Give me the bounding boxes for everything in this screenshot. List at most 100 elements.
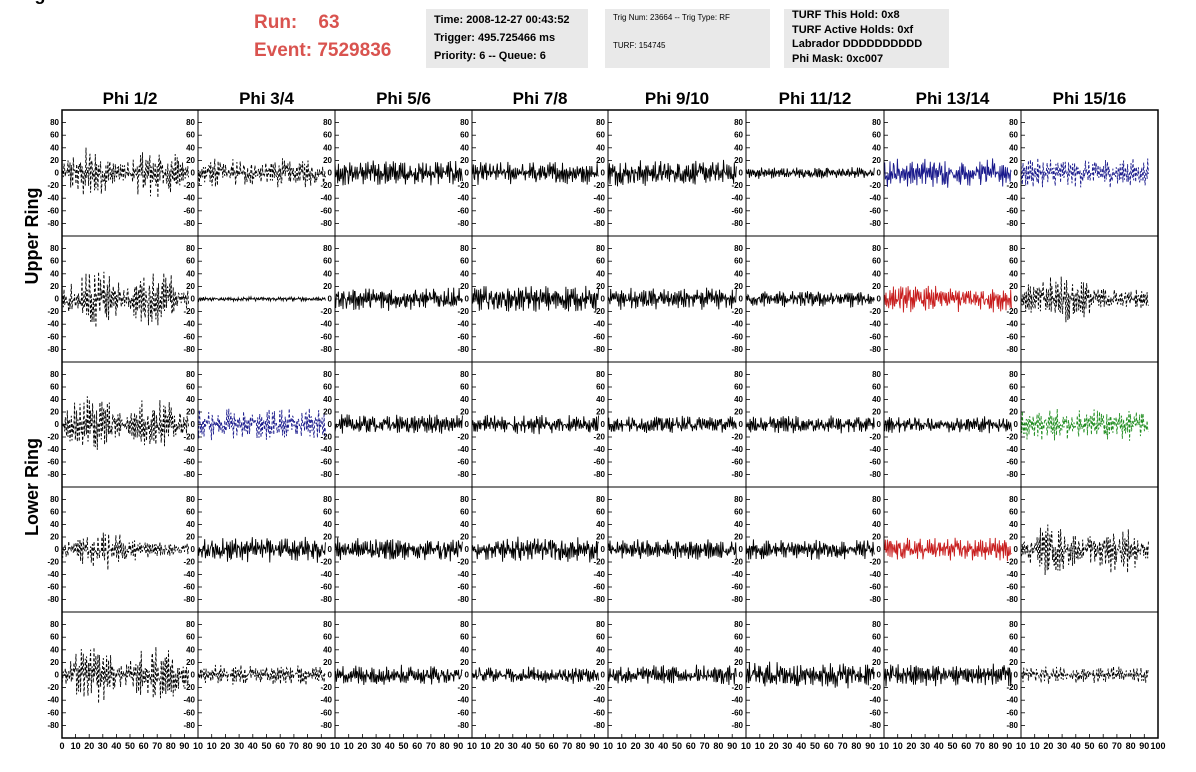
waveform-trace	[61, 396, 189, 450]
y-tick-label: -40	[183, 320, 195, 329]
waveform-trace	[334, 414, 463, 434]
y-tick-label: -60	[1006, 206, 1018, 215]
y-tick-label: 20	[596, 533, 605, 542]
y-tick-label: -20	[183, 683, 195, 692]
x-tick-label: 70	[426, 741, 436, 751]
plot-border	[61, 109, 1159, 739]
x-tick-label: 80	[1126, 741, 1136, 751]
y-tick-label: 20	[460, 282, 469, 291]
x-tick-label: 90	[179, 741, 189, 751]
x-tick-label: 60	[139, 741, 149, 751]
y-tick-label: 40	[460, 269, 469, 278]
time-text: Time: 2008-12-27 00:43:52	[434, 14, 570, 26]
y-tick-label: 80	[1009, 370, 1018, 379]
ring-label: Nadir Ring	[0, 0, 46, 4]
y-tick-label: 0	[55, 545, 60, 554]
run-label-text: Run:	[254, 12, 298, 33]
ring-label: Lower Ring	[22, 438, 42, 536]
x-tick-label: 10	[755, 741, 765, 751]
y-tick-label: -60	[731, 583, 743, 592]
y-tick-label: 20	[1009, 282, 1018, 291]
x-tick-label: 60	[275, 741, 285, 751]
y-tick-label: -20	[731, 181, 743, 190]
y-tick-label: 60	[1009, 131, 1018, 140]
y-tick-label: -40	[593, 445, 605, 454]
y-tick-label: 80	[872, 620, 881, 629]
y-tick-label: 20	[50, 658, 59, 667]
y-tick-label: -60	[320, 206, 332, 215]
waveform-trace	[883, 537, 1012, 562]
x-tick-label: 50	[261, 741, 271, 751]
y-tick-label: 80	[50, 244, 59, 253]
x-tick-label: 10	[741, 741, 751, 751]
y-tick-label: 80	[872, 495, 881, 504]
y-tick-label: 0	[55, 671, 60, 680]
waveform-trace	[1020, 157, 1149, 188]
x-tick-label: 10	[467, 741, 477, 751]
waveform-trace	[1020, 408, 1149, 441]
x-tick-label: 60	[686, 741, 696, 751]
waveform-trace	[471, 285, 599, 312]
y-tick-label: 40	[323, 143, 332, 152]
waveform-trace	[61, 147, 189, 198]
y-tick-label: -60	[869, 583, 881, 592]
y-tick-label: -80	[869, 219, 881, 228]
y-tick-label: 60	[323, 508, 332, 517]
x-tick-label: 20	[220, 741, 230, 751]
y-tick-label: 0	[877, 545, 882, 554]
y-tick-label: 40	[734, 645, 743, 654]
y-tick-label: 40	[186, 395, 195, 404]
y-tick-label: 20	[734, 408, 743, 417]
y-tick-label: -20	[869, 433, 881, 442]
y-tick-label: -40	[869, 570, 881, 579]
y-tick-label: -20	[593, 181, 605, 190]
x-tick-label: 10	[193, 741, 203, 751]
y-tick-label: -20	[593, 683, 605, 692]
y-tick-label: 80	[734, 620, 743, 629]
y-tick-label: -20	[320, 181, 332, 190]
y-tick-label: -40	[1006, 445, 1018, 454]
y-tick-label: -40	[183, 194, 195, 203]
y-tick-label: 60	[323, 257, 332, 266]
y-tick-label: 60	[872, 633, 881, 642]
y-tick-label: 80	[1009, 244, 1018, 253]
y-tick-label: 80	[596, 118, 605, 127]
x-tick-label: 50	[535, 741, 545, 751]
y-tick-label: 40	[323, 645, 332, 654]
x-tick-label: 40	[934, 741, 944, 751]
y-tick-label: 80	[1009, 118, 1018, 127]
x-tick-label: 10	[879, 741, 889, 751]
waveform-trace	[745, 291, 875, 308]
y-tick-label: 20	[734, 282, 743, 291]
x-tick-label: 100	[1150, 741, 1165, 751]
y-tick-label: 40	[596, 520, 605, 529]
y-tick-label: 60	[1009, 508, 1018, 517]
y-tick-label: 60	[50, 257, 59, 266]
y-tick-label: -60	[457, 332, 469, 341]
y-tick-label: 0	[739, 545, 744, 554]
x-tick-label: 90	[1139, 741, 1149, 751]
y-tick-label: -20	[183, 558, 195, 567]
x-tick-label: 40	[1071, 741, 1081, 751]
y-tick-label: 80	[1009, 495, 1018, 504]
y-tick-label: -80	[320, 721, 332, 730]
y-tick-label: 60	[1009, 257, 1018, 266]
y-tick-label: -20	[1006, 181, 1018, 190]
waveform-trace	[745, 167, 875, 179]
y-tick-label: -20	[47, 683, 59, 692]
y-tick-label: -40	[320, 320, 332, 329]
y-tick-label: -60	[593, 708, 605, 717]
event-label-text: Event:	[254, 40, 313, 61]
y-tick-label: -80	[183, 595, 195, 604]
x-tick-label: 60	[412, 741, 422, 751]
y-tick-label: 20	[1009, 658, 1018, 667]
y-tick-label: 20	[323, 533, 332, 542]
y-tick-label: -40	[457, 445, 469, 454]
y-tick-label: -80	[593, 345, 605, 354]
y-tick-label: 60	[460, 633, 469, 642]
y-tick-label: -40	[593, 194, 605, 203]
y-tick-label: -20	[1006, 683, 1018, 692]
x-tick-label: 20	[494, 741, 504, 751]
column-header: Phi 3/4	[239, 89, 294, 108]
turf-info-box: TURF This Hold: 0x8 TURF Active Holds: 0…	[784, 9, 949, 68]
